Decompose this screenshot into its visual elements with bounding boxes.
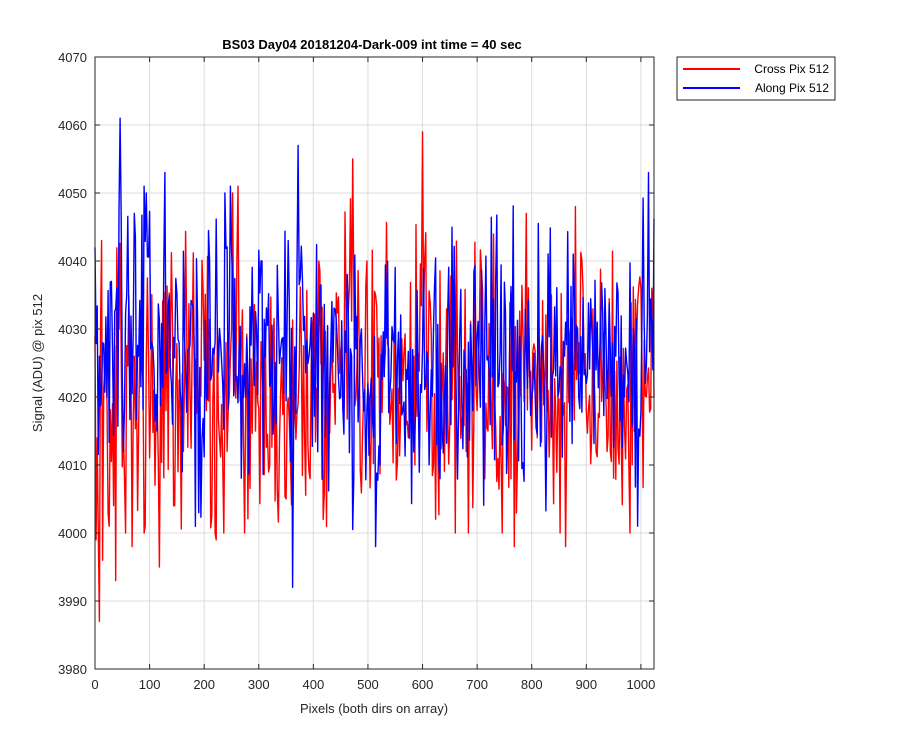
series-line-along-pix — [94, 117, 655, 589]
y-tick-label: 4020 — [58, 390, 87, 405]
x-tick-label: 600 — [412, 677, 434, 692]
x-tick-label: 300 — [248, 677, 270, 692]
legend-label-cross-pix: Cross Pix 512 — [754, 62, 829, 76]
x-tick-label: 1000 — [626, 677, 655, 692]
x-tick-label: 200 — [193, 677, 215, 692]
axis-ticks: 0 100 200 300 400 500 600 700 800 900 1000 3980 3990… — [58, 50, 655, 692]
y-tick-label: 4030 — [58, 322, 87, 337]
x-tick-label: 500 — [357, 677, 379, 692]
y-tick-label: 4050 — [58, 186, 87, 201]
y-tick-label: 4060 — [58, 118, 87, 133]
y-tick-label: 4000 — [58, 526, 87, 541]
x-axis-label: Pixels (both dirs on array) — [300, 701, 448, 716]
series-lines — [94, 117, 655, 623]
x-tick-label: 0 — [91, 677, 98, 692]
x-tick-label: 400 — [303, 677, 325, 692]
x-tick-label: 100 — [139, 677, 161, 692]
y-tick-label: 3980 — [58, 662, 87, 677]
x-tick-label: 800 — [521, 677, 543, 692]
y-axis-label: Signal (ADU) @ pix 512 — [30, 294, 45, 432]
legend-label-along-pix: Along Pix 512 — [755, 81, 829, 95]
y-tick-label: 4040 — [58, 254, 87, 269]
legend: Cross Pix 512 Along Pix 512 — [676, 56, 836, 101]
y-tick-label: 4070 — [58, 50, 87, 65]
plot-frame — [94, 56, 655, 670]
y-tick-label: 4010 — [58, 458, 87, 473]
x-tick-label: 700 — [466, 677, 488, 692]
y-tick-label: 3990 — [58, 594, 87, 609]
chart-title: BS03 Day04 20181204-Dark-009 int time = … — [222, 37, 522, 52]
x-tick-label: 900 — [575, 677, 597, 692]
legend-box — [676, 56, 836, 101]
